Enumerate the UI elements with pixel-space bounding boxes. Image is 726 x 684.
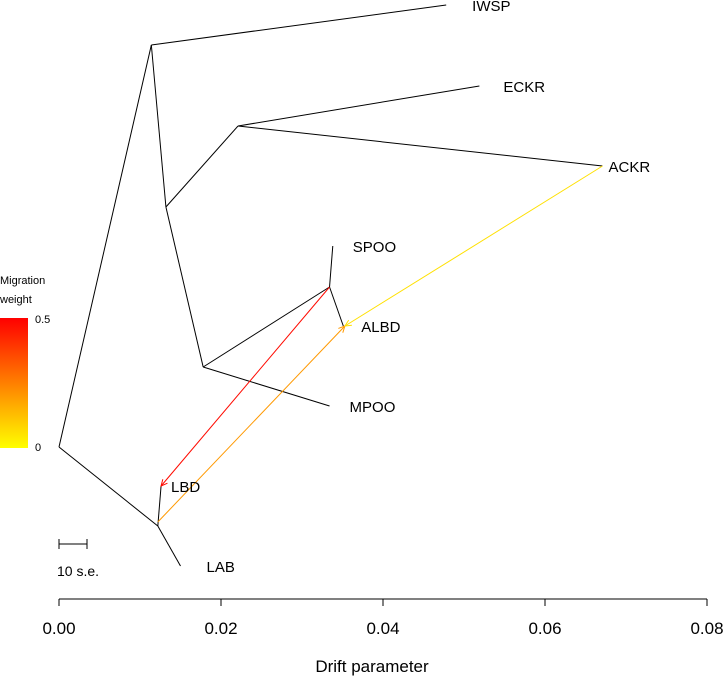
branch-n2-n3 [165, 125, 239, 208]
migration-edge-n6-to-albd [157, 325, 346, 523]
migration-arrowhead-lbd [160, 479, 168, 487]
tip-label-mpoo: MPOO [350, 399, 396, 416]
tip-label-spoo: SPOO [353, 239, 396, 256]
branch-n6-LBD [157, 485, 162, 527]
legend-max-label: 0.5 [35, 314, 50, 326]
migration-legend: Migration weight 0.5 0 [0, 275, 50, 454]
legend-title-line2: weight [0, 294, 32, 306]
x-axis-title: Drift parameter [315, 657, 429, 676]
legend-min-label: 0 [35, 442, 41, 454]
branch-n3-ACKR [237, 125, 603, 167]
migration-edge-ackr-to-albd [344, 165, 603, 327]
migration-edge-n5-to-lbd [160, 286, 330, 487]
x-axis: 0.00 0.02 0.04 0.06 0.08 [42, 598, 724, 638]
branch-n3-ECKR [237, 85, 480, 127]
branch-root-n1 [58, 44, 152, 448]
x-tick-label: 0.06 [528, 619, 561, 638]
legend-color-bar [0, 318, 28, 448]
branch-n6-LAB [157, 525, 181, 567]
legend-title-line1: Migration [0, 275, 45, 287]
branch-n5-SPOO [329, 245, 334, 288]
x-tick-label: 0.00 [42, 619, 75, 638]
migration-edges [157, 165, 603, 523]
branch-n5-ALBD [329, 286, 344, 327]
branch-n4-MPOO [203, 366, 330, 407]
x-tick-label: 0.02 [204, 619, 237, 638]
scale-bar-label: 10 s.e. [57, 563, 99, 579]
tree-branches [58, 4, 603, 567]
x-tick-label: 0.08 [690, 619, 723, 638]
tip-label-albd: ALBD [361, 319, 400, 336]
x-tick-label: 0.04 [366, 619, 399, 638]
tip-label-eckr: ECKR [503, 79, 545, 96]
migration-arrowhead-albd [343, 319, 352, 327]
tip-label-iwsp: IWSP [472, 0, 510, 15]
tip-label-lab: LAB [207, 559, 235, 576]
tip-label-lbd: LBD [171, 479, 200, 496]
branch-n2-n4 [165, 206, 204, 368]
branch-n4-n5 [202, 286, 330, 368]
tip-label-ackr: ACKR [609, 159, 651, 176]
scale-bar: 10 s.e. [57, 539, 99, 579]
branch-root-n6 [58, 446, 159, 527]
tip-labels: IWSP ECKR ACKR SPOO ALBD MPOO LBD LAB [171, 0, 650, 576]
branch-n1-n2 [150, 44, 167, 208]
branch-n1-IWSP [151, 4, 447, 46]
